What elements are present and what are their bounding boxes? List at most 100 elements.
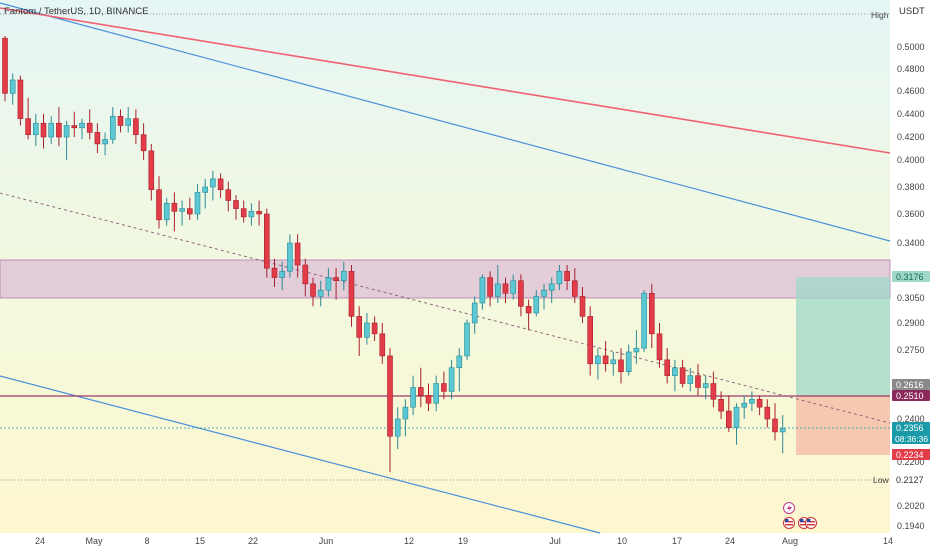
candle[interactable] <box>779 415 786 454</box>
candle[interactable] <box>633 330 640 364</box>
candle[interactable] <box>217 173 224 198</box>
candle[interactable] <box>502 277 509 303</box>
candle[interactable] <box>2 36 8 102</box>
candle[interactable] <box>541 283 547 310</box>
candle[interactable] <box>294 234 301 278</box>
candle[interactable] <box>564 265 570 291</box>
candle[interactable] <box>595 348 601 380</box>
candle[interactable] <box>579 287 586 323</box>
candle[interactable] <box>102 132 108 156</box>
candle[interactable] <box>518 274 524 317</box>
candle[interactable] <box>695 363 701 396</box>
candle[interactable] <box>417 367 424 408</box>
candle[interactable] <box>772 403 778 441</box>
candle[interactable] <box>733 403 740 445</box>
candle[interactable] <box>618 348 624 384</box>
candle[interactable] <box>702 375 709 400</box>
candle[interactable] <box>263 208 270 278</box>
candle[interactable] <box>333 268 339 300</box>
candle[interactable] <box>156 176 162 229</box>
candle[interactable] <box>494 265 501 303</box>
candle[interactable] <box>725 395 732 432</box>
candle[interactable] <box>317 280 324 307</box>
candle[interactable] <box>179 200 185 226</box>
candle[interactable] <box>687 367 694 392</box>
candle[interactable] <box>171 192 178 232</box>
candle[interactable] <box>310 277 316 307</box>
candle[interactable] <box>533 290 540 317</box>
candle[interactable] <box>94 123 101 154</box>
candle[interactable] <box>672 359 678 392</box>
candle[interactable] <box>340 261 347 291</box>
candle[interactable] <box>656 323 663 368</box>
candle[interactable] <box>279 261 286 291</box>
candle[interactable] <box>394 407 401 450</box>
candle[interactable] <box>256 200 262 226</box>
candle[interactable] <box>471 296 478 334</box>
candle[interactable] <box>387 348 393 473</box>
candle[interactable] <box>602 341 609 372</box>
candle[interactable] <box>587 306 594 376</box>
candle[interactable] <box>9 73 16 105</box>
candle[interactable] <box>402 399 409 437</box>
candle[interactable] <box>379 323 386 364</box>
candle[interactable] <box>48 116 55 144</box>
candle[interactable] <box>749 391 755 412</box>
candle[interactable] <box>110 107 116 144</box>
candle[interactable] <box>679 359 686 388</box>
candle[interactable] <box>117 109 124 133</box>
candle[interactable] <box>17 75 24 126</box>
candle[interactable] <box>271 258 278 287</box>
candle[interactable] <box>32 114 39 147</box>
candle[interactable] <box>741 395 748 419</box>
candle[interactable] <box>487 271 493 307</box>
candle[interactable] <box>287 234 293 278</box>
candle[interactable] <box>718 391 724 419</box>
candle[interactable] <box>410 375 416 416</box>
candle[interactable] <box>425 383 432 412</box>
candle[interactable] <box>125 107 131 133</box>
us-flag-icon[interactable] <box>805 517 817 529</box>
channel-lower-line[interactable] <box>0 375 601 534</box>
candle[interactable] <box>302 258 309 297</box>
candle[interactable] <box>133 109 139 144</box>
candle[interactable] <box>356 306 363 356</box>
candle[interactable] <box>448 359 455 400</box>
candle[interactable] <box>225 181 232 212</box>
candle[interactable] <box>240 200 247 223</box>
candle[interactable] <box>479 274 486 310</box>
candle[interactable] <box>148 143 155 201</box>
candle[interactable] <box>25 97 31 140</box>
position-target-zone[interactable] <box>796 277 890 396</box>
candle[interactable] <box>710 371 717 408</box>
lightning-icon[interactable] <box>783 502 795 514</box>
candle[interactable] <box>548 277 555 303</box>
candle[interactable] <box>664 348 671 384</box>
candle[interactable] <box>348 265 355 327</box>
candle[interactable] <box>556 265 563 291</box>
candle[interactable] <box>79 118 85 140</box>
candle[interactable] <box>625 344 632 376</box>
candle[interactable] <box>194 184 201 220</box>
candle[interactable] <box>187 197 193 220</box>
candle[interactable] <box>325 268 332 297</box>
candle[interactable] <box>202 178 208 209</box>
candle[interactable] <box>764 399 771 428</box>
resistance-zone[interactable] <box>0 259 891 299</box>
candle[interactable] <box>248 203 255 226</box>
candle[interactable] <box>163 197 170 226</box>
candle[interactable] <box>71 111 78 137</box>
channel-upper-line[interactable] <box>0 2 891 242</box>
resistance-trendline[interactable] <box>0 7 891 154</box>
candle[interactable] <box>86 109 93 140</box>
candle[interactable] <box>441 371 447 400</box>
us-flag-icon[interactable] <box>783 517 795 529</box>
candle[interactable] <box>610 351 617 376</box>
candle[interactable] <box>648 283 655 349</box>
candle[interactable] <box>56 107 62 147</box>
candle[interactable] <box>210 170 216 201</box>
candle[interactable] <box>456 348 463 392</box>
candle[interactable] <box>371 316 378 341</box>
candle[interactable] <box>433 375 440 412</box>
